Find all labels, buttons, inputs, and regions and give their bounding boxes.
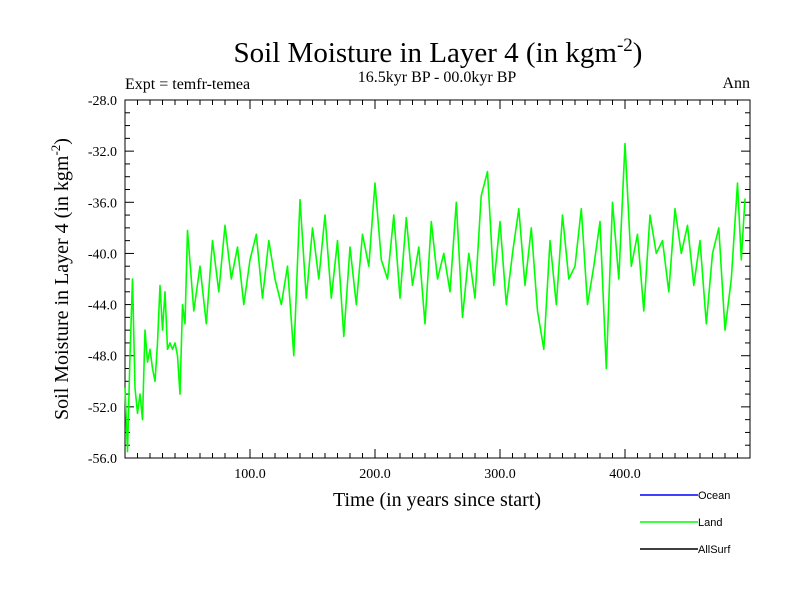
y-tick-label: -44.0 [88, 299, 117, 314]
x-tick-label: 400.0 [609, 467, 641, 482]
chart-title: Soil Moisture in Layer 4 (in kgm-2) [234, 35, 643, 69]
y-axis-label: Soil Moisture in Layer 4 (in kgm-2) [48, 138, 73, 420]
chart-title-main: Soil Moisture in Layer 4 (in kgm [234, 37, 618, 69]
expt-label: Expt = temfr-temea [125, 76, 250, 93]
chart-title-close: ) [633, 37, 643, 69]
x-tick-label: 100.0 [234, 467, 266, 482]
series-line-land [124, 142, 746, 453]
x-tick-label: 300.0 [484, 467, 516, 482]
x-axis: 100.0 200.0 300.0 400.0 [137, 100, 738, 482]
y-axis-label-main: Soil Moisture in Layer 4 (in kgm [51, 155, 73, 420]
y-tick-label: -40.0 [88, 247, 117, 262]
y-axis-label-close: ) [51, 138, 73, 145]
chart-title-superscript: -2 [617, 35, 633, 56]
x-axis-label: Time (in years since start) [333, 489, 541, 511]
y-tick-label: -48.0 [88, 350, 117, 365]
series-layer [124, 142, 746, 453]
y-tick-label: -32.0 [88, 145, 117, 160]
y-tick-label: -28.0 [88, 94, 117, 109]
y-tick-label: -56.0 [88, 452, 117, 467]
chart-subtitle: 16.5kyr BP - 00.0kyr BP [358, 69, 517, 86]
legend-label-land: Land [698, 517, 722, 529]
x-tick-label: 200.0 [359, 467, 391, 482]
y-axis: -28.0 -32.0 -36.0 -40.0 -44.0 -48.0 -52.0 -56.0 [88, 94, 750, 467]
legend: Ocean Land AllSurf [640, 490, 731, 556]
y-tick-label: -36.0 [88, 196, 117, 211]
y-tick-label: -52.0 [88, 401, 117, 416]
y-axis-label-superscript: -2 [48, 145, 63, 156]
legend-label-ocean: Ocean [698, 490, 730, 502]
season-label: Ann [722, 75, 750, 92]
legend-label-allsurf: AllSurf [698, 544, 731, 556]
